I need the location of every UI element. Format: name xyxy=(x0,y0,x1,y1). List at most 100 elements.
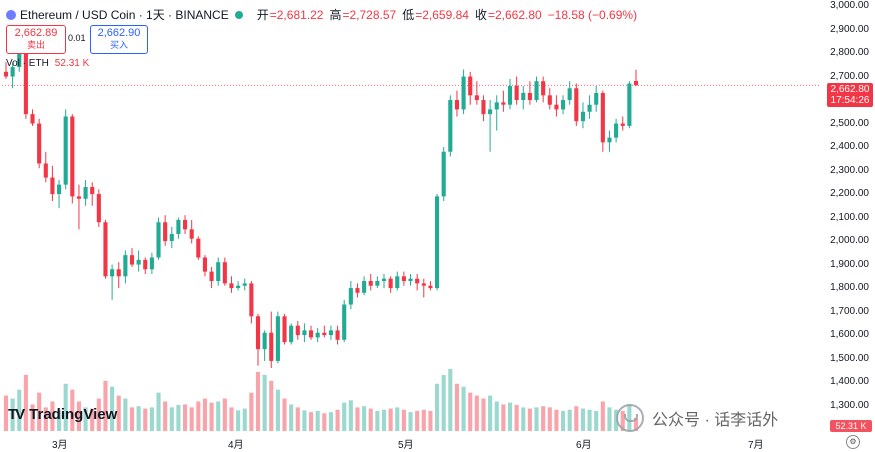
candle-body[interactable] xyxy=(236,285,241,289)
candle-body[interactable] xyxy=(50,177,55,195)
candle-body[interactable] xyxy=(76,196,82,199)
candle-body[interactable] xyxy=(282,316,287,343)
candle-body[interactable] xyxy=(607,137,612,143)
candle-body[interactable] xyxy=(441,151,446,197)
candle-body[interactable] xyxy=(501,102,506,105)
candle-body[interactable] xyxy=(507,85,513,105)
candle-body[interactable] xyxy=(514,85,519,101)
buy-button[interactable]: 2,662.90 买入 xyxy=(90,25,148,54)
candle-body[interactable] xyxy=(229,283,234,289)
candle-body[interactable] xyxy=(401,276,406,282)
candle-body[interactable] xyxy=(587,104,592,112)
candle-body[interactable] xyxy=(474,95,479,101)
candle-body[interactable] xyxy=(269,332,274,361)
candle-body[interactable] xyxy=(627,83,632,126)
candle-body[interactable] xyxy=(488,109,493,115)
candle-body[interactable] xyxy=(3,71,9,77)
candle-body[interactable] xyxy=(494,102,499,110)
candle-body[interactable] xyxy=(633,80,639,86)
candle-body[interactable] xyxy=(600,92,605,143)
candle-body[interactable] xyxy=(37,123,42,164)
candle-body[interactable] xyxy=(454,100,460,110)
candle-body[interactable] xyxy=(129,255,135,265)
candle-body[interactable] xyxy=(527,92,532,101)
candle-body[interactable] xyxy=(176,219,181,235)
candle-body[interactable] xyxy=(541,81,546,96)
candle-body[interactable] xyxy=(30,114,35,124)
candle-body[interactable] xyxy=(96,194,101,223)
candle-body[interactable] xyxy=(90,186,95,195)
candle-body[interactable] xyxy=(415,278,420,284)
candle-body[interactable] xyxy=(368,281,373,286)
candle-body[interactable] xyxy=(308,330,314,338)
candle-body[interactable] xyxy=(70,116,75,197)
candle-body[interactable] xyxy=(169,234,174,242)
candle-body[interactable] xyxy=(547,95,552,105)
candle-body[interactable] xyxy=(322,332,327,336)
candle-body[interactable] xyxy=(222,262,227,284)
candle-body[interactable] xyxy=(614,123,619,138)
candle-body[interactable] xyxy=(10,67,15,77)
candle-body[interactable] xyxy=(156,222,161,258)
candle-body[interactable] xyxy=(521,92,526,101)
candle-body[interactable] xyxy=(123,255,128,277)
candle-body[interactable] xyxy=(342,304,347,340)
candle-body[interactable] xyxy=(388,278,393,289)
candle-body[interactable] xyxy=(255,316,261,350)
candle-body[interactable] xyxy=(83,186,88,199)
candle-body[interactable] xyxy=(182,219,188,230)
candle-body[interactable] xyxy=(56,184,62,195)
candle-body[interactable] xyxy=(348,288,353,305)
candle-body[interactable] xyxy=(196,238,201,258)
candle-body[interactable] xyxy=(375,281,380,286)
tradingview-logo[interactable]: TV TradingView xyxy=(8,406,117,423)
candle-body[interactable] xyxy=(143,259,148,270)
sell-button[interactable]: 2,662.89 卖出 xyxy=(6,25,66,54)
candle-body[interactable] xyxy=(262,332,267,350)
candle-body[interactable] xyxy=(43,163,48,178)
candle-body[interactable] xyxy=(209,271,214,282)
candle-body[interactable] xyxy=(560,100,566,110)
candle-body[interactable] xyxy=(23,43,28,115)
candle-body[interactable] xyxy=(110,269,115,277)
candle-body[interactable] xyxy=(421,283,426,286)
candle-body[interactable] xyxy=(554,104,559,110)
candle-body[interactable] xyxy=(242,283,247,286)
candle-body[interactable] xyxy=(567,88,572,101)
candle-body[interactable] xyxy=(335,330,340,340)
candle-body[interactable] xyxy=(448,100,453,152)
candle-body[interactable] xyxy=(302,330,307,336)
candle-body[interactable] xyxy=(362,281,367,293)
candle-body[interactable] xyxy=(328,330,334,336)
candle-body[interactable] xyxy=(63,116,68,185)
candle-body[interactable] xyxy=(202,257,208,272)
symbol-title[interactable]: Ethereum / USD Coin · 1天 · BINANCE xyxy=(20,8,229,22)
candle-body[interactable] xyxy=(17,43,22,68)
candle-body[interactable] xyxy=(434,196,440,289)
candle-body[interactable] xyxy=(103,222,108,277)
candle-body[interactable] xyxy=(295,325,300,336)
candle-body[interactable] xyxy=(408,278,413,282)
candle-body[interactable] xyxy=(428,285,433,289)
candle-body[interactable] xyxy=(468,76,473,96)
candle-body[interactable] xyxy=(534,81,539,101)
candle-body[interactable] xyxy=(216,262,221,282)
candle-body[interactable] xyxy=(275,316,280,361)
candle-body[interactable] xyxy=(163,222,168,242)
candle-body[interactable] xyxy=(481,100,486,115)
candle-body[interactable] xyxy=(461,76,466,110)
candle-body[interactable] xyxy=(395,276,400,289)
candle-body[interactable] xyxy=(136,259,141,265)
candle-body[interactable] xyxy=(189,229,194,239)
candle-body[interactable] xyxy=(574,88,579,122)
candle-body[interactable] xyxy=(594,92,599,105)
volume-legend[interactable]: Vol · ETH 52.31 K xyxy=(6,58,89,69)
candle-body[interactable] xyxy=(381,278,387,282)
candle-body[interactable] xyxy=(315,332,320,338)
candle-body[interactable] xyxy=(355,288,360,293)
candle-body[interactable] xyxy=(116,269,121,277)
candle-body[interactable] xyxy=(289,325,294,343)
settings-gear-icon[interactable]: ⚙ xyxy=(846,435,860,449)
candle-body[interactable] xyxy=(620,123,625,126)
